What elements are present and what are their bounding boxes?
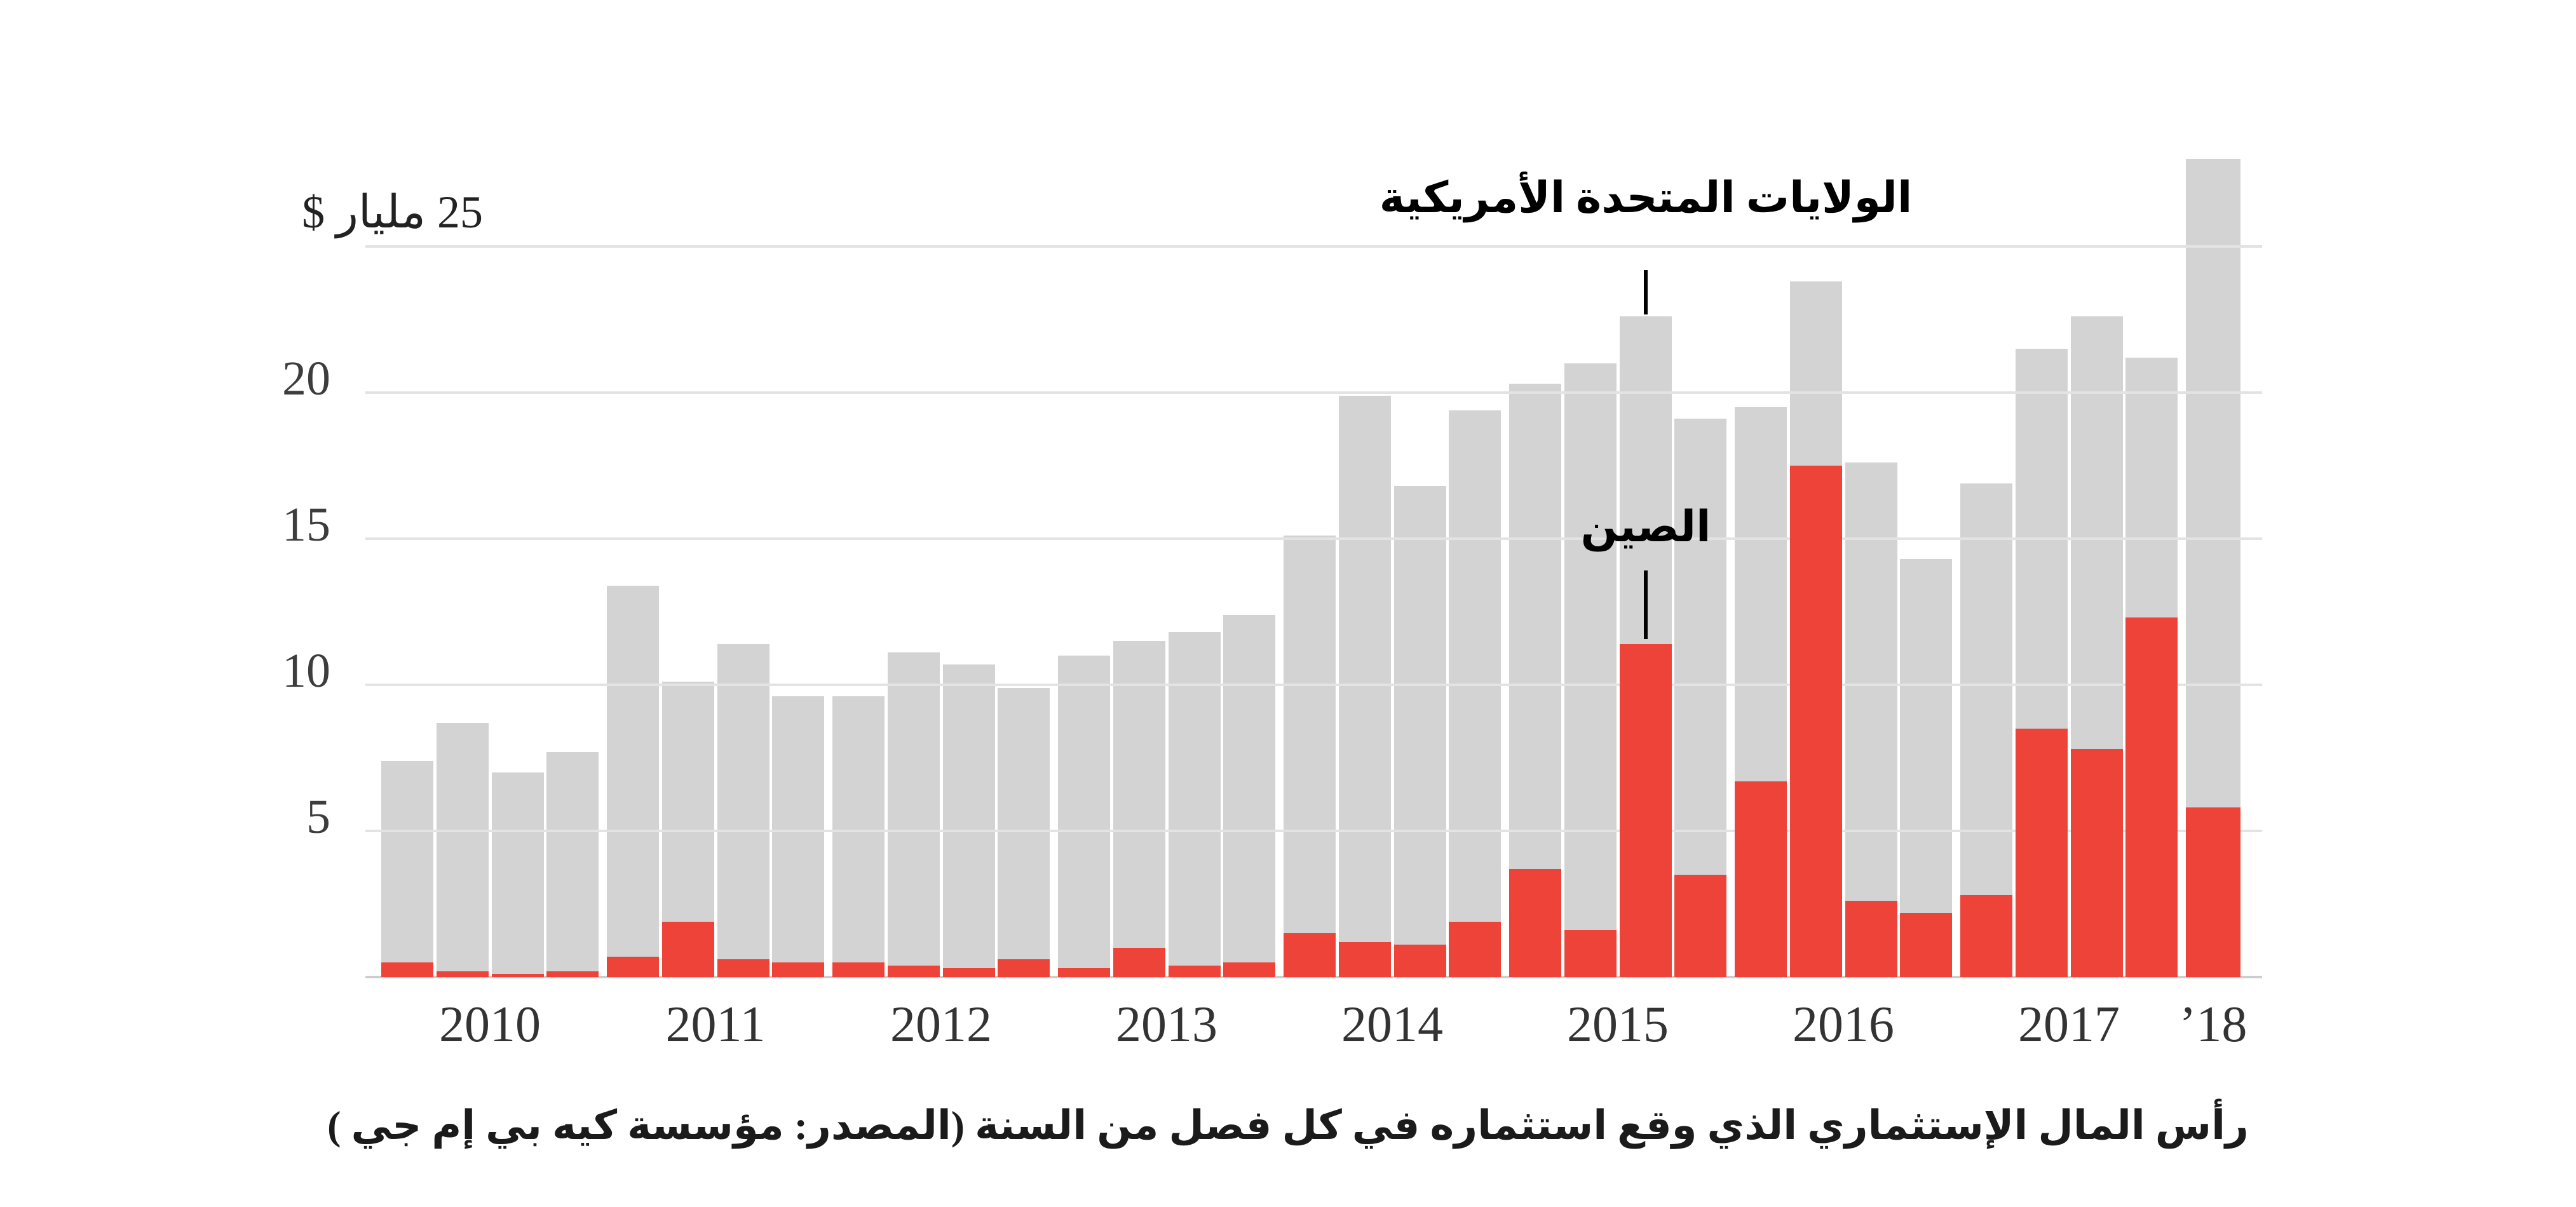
us-bar [436, 722, 489, 977]
china-bar [2015, 729, 2068, 977]
china-bar [1735, 781, 1787, 977]
us-bar [832, 696, 885, 977]
us-bar [942, 664, 995, 977]
china-bar [1674, 875, 1727, 977]
y-axis-top-label: 25 مليار $ [302, 187, 483, 238]
y-tick-label-15: 15 [282, 498, 330, 551]
china-bar [2125, 617, 2178, 977]
china-bar [772, 962, 825, 977]
china-bar [381, 962, 433, 977]
china-bar [607, 956, 659, 977]
us-bar [717, 644, 769, 977]
china-bar [1284, 933, 1336, 977]
gridline-20 [365, 391, 2262, 394]
china-bar [1619, 644, 1672, 977]
china-bar [661, 921, 714, 977]
china-bar [998, 959, 1050, 977]
annotation-us-pointer-line [1644, 270, 1648, 314]
china-bar [832, 962, 885, 977]
us-bar [1845, 462, 1897, 977]
china-bar [942, 968, 995, 977]
x-axis-label-2011: 2011 [665, 997, 766, 1053]
china-bar [2186, 807, 2240, 977]
x-axis-label-2014: 2014 [1341, 997, 1443, 1053]
us-bar [546, 752, 599, 977]
china-bar [1113, 948, 1165, 977]
china-bar [1900, 912, 1953, 977]
gridline-25 [365, 245, 2262, 248]
x-axis-label-2015: 2015 [1567, 997, 1669, 1053]
us-bar [1058, 656, 1110, 977]
china-bar [1168, 965, 1221, 977]
us-bar [1168, 632, 1221, 977]
chart-caption: رأس المال الإستثماري الذي وقع استثماره ف… [327, 1103, 2249, 1148]
us-bar [1449, 410, 1502, 977]
x-axis-line [365, 976, 2262, 978]
x-axis-label-2016: 2016 [1793, 997, 1894, 1053]
y-tick-label-5: 5 [306, 790, 330, 844]
gridline-15 [365, 537, 2262, 540]
china-bar [717, 959, 769, 977]
us-bar [1284, 536, 1336, 977]
china-bar [491, 974, 544, 977]
china-bar [887, 965, 940, 977]
x-axis-label-18: ’18 [2179, 997, 2247, 1053]
china-bar [436, 971, 489, 977]
china-bar [1845, 901, 1897, 977]
y-tick-label-10: 10 [282, 644, 330, 698]
annotation-us-label: الولايات المتحدة الأمريكية [1379, 173, 1913, 222]
us-bar [772, 696, 825, 977]
annotation-china-pointer-line [1644, 570, 1648, 639]
gridline-5 [365, 830, 2262, 832]
y-tick-label-20: 20 [282, 352, 330, 405]
china-bar [1223, 962, 1276, 977]
us-bar [887, 652, 940, 977]
x-axis-label-2012: 2012 [890, 997, 992, 1053]
x-axis-label-2017: 2017 [2018, 997, 2120, 1053]
us-bar [1223, 614, 1276, 977]
gridline-10 [365, 684, 2262, 686]
china-bar [1789, 466, 1842, 977]
china-bar [2070, 749, 2123, 977]
us-bar [1338, 395, 1391, 977]
china-bar [1564, 930, 1617, 977]
china-bar [1960, 895, 2012, 977]
china-bar [1449, 921, 1502, 977]
annotation-china-label: الصين [1580, 502, 1711, 551]
us-bar [607, 585, 659, 977]
china-bar [546, 971, 599, 977]
us-bar [1393, 486, 1446, 977]
china-bar [1393, 945, 1446, 977]
china-bar [1509, 868, 1561, 977]
china-bar [1338, 941, 1391, 977]
us-bar [1113, 641, 1165, 977]
us-bar [491, 772, 544, 977]
us-bar [998, 687, 1050, 977]
x-axis-label-2013: 2013 [1116, 997, 1217, 1053]
x-axis-label-2010: 2010 [439, 997, 541, 1053]
china-bar [1058, 968, 1110, 977]
us-bar [1900, 559, 1953, 977]
us-bar [1564, 363, 1617, 977]
us-bar [1960, 483, 2012, 977]
us-bar [381, 760, 433, 977]
